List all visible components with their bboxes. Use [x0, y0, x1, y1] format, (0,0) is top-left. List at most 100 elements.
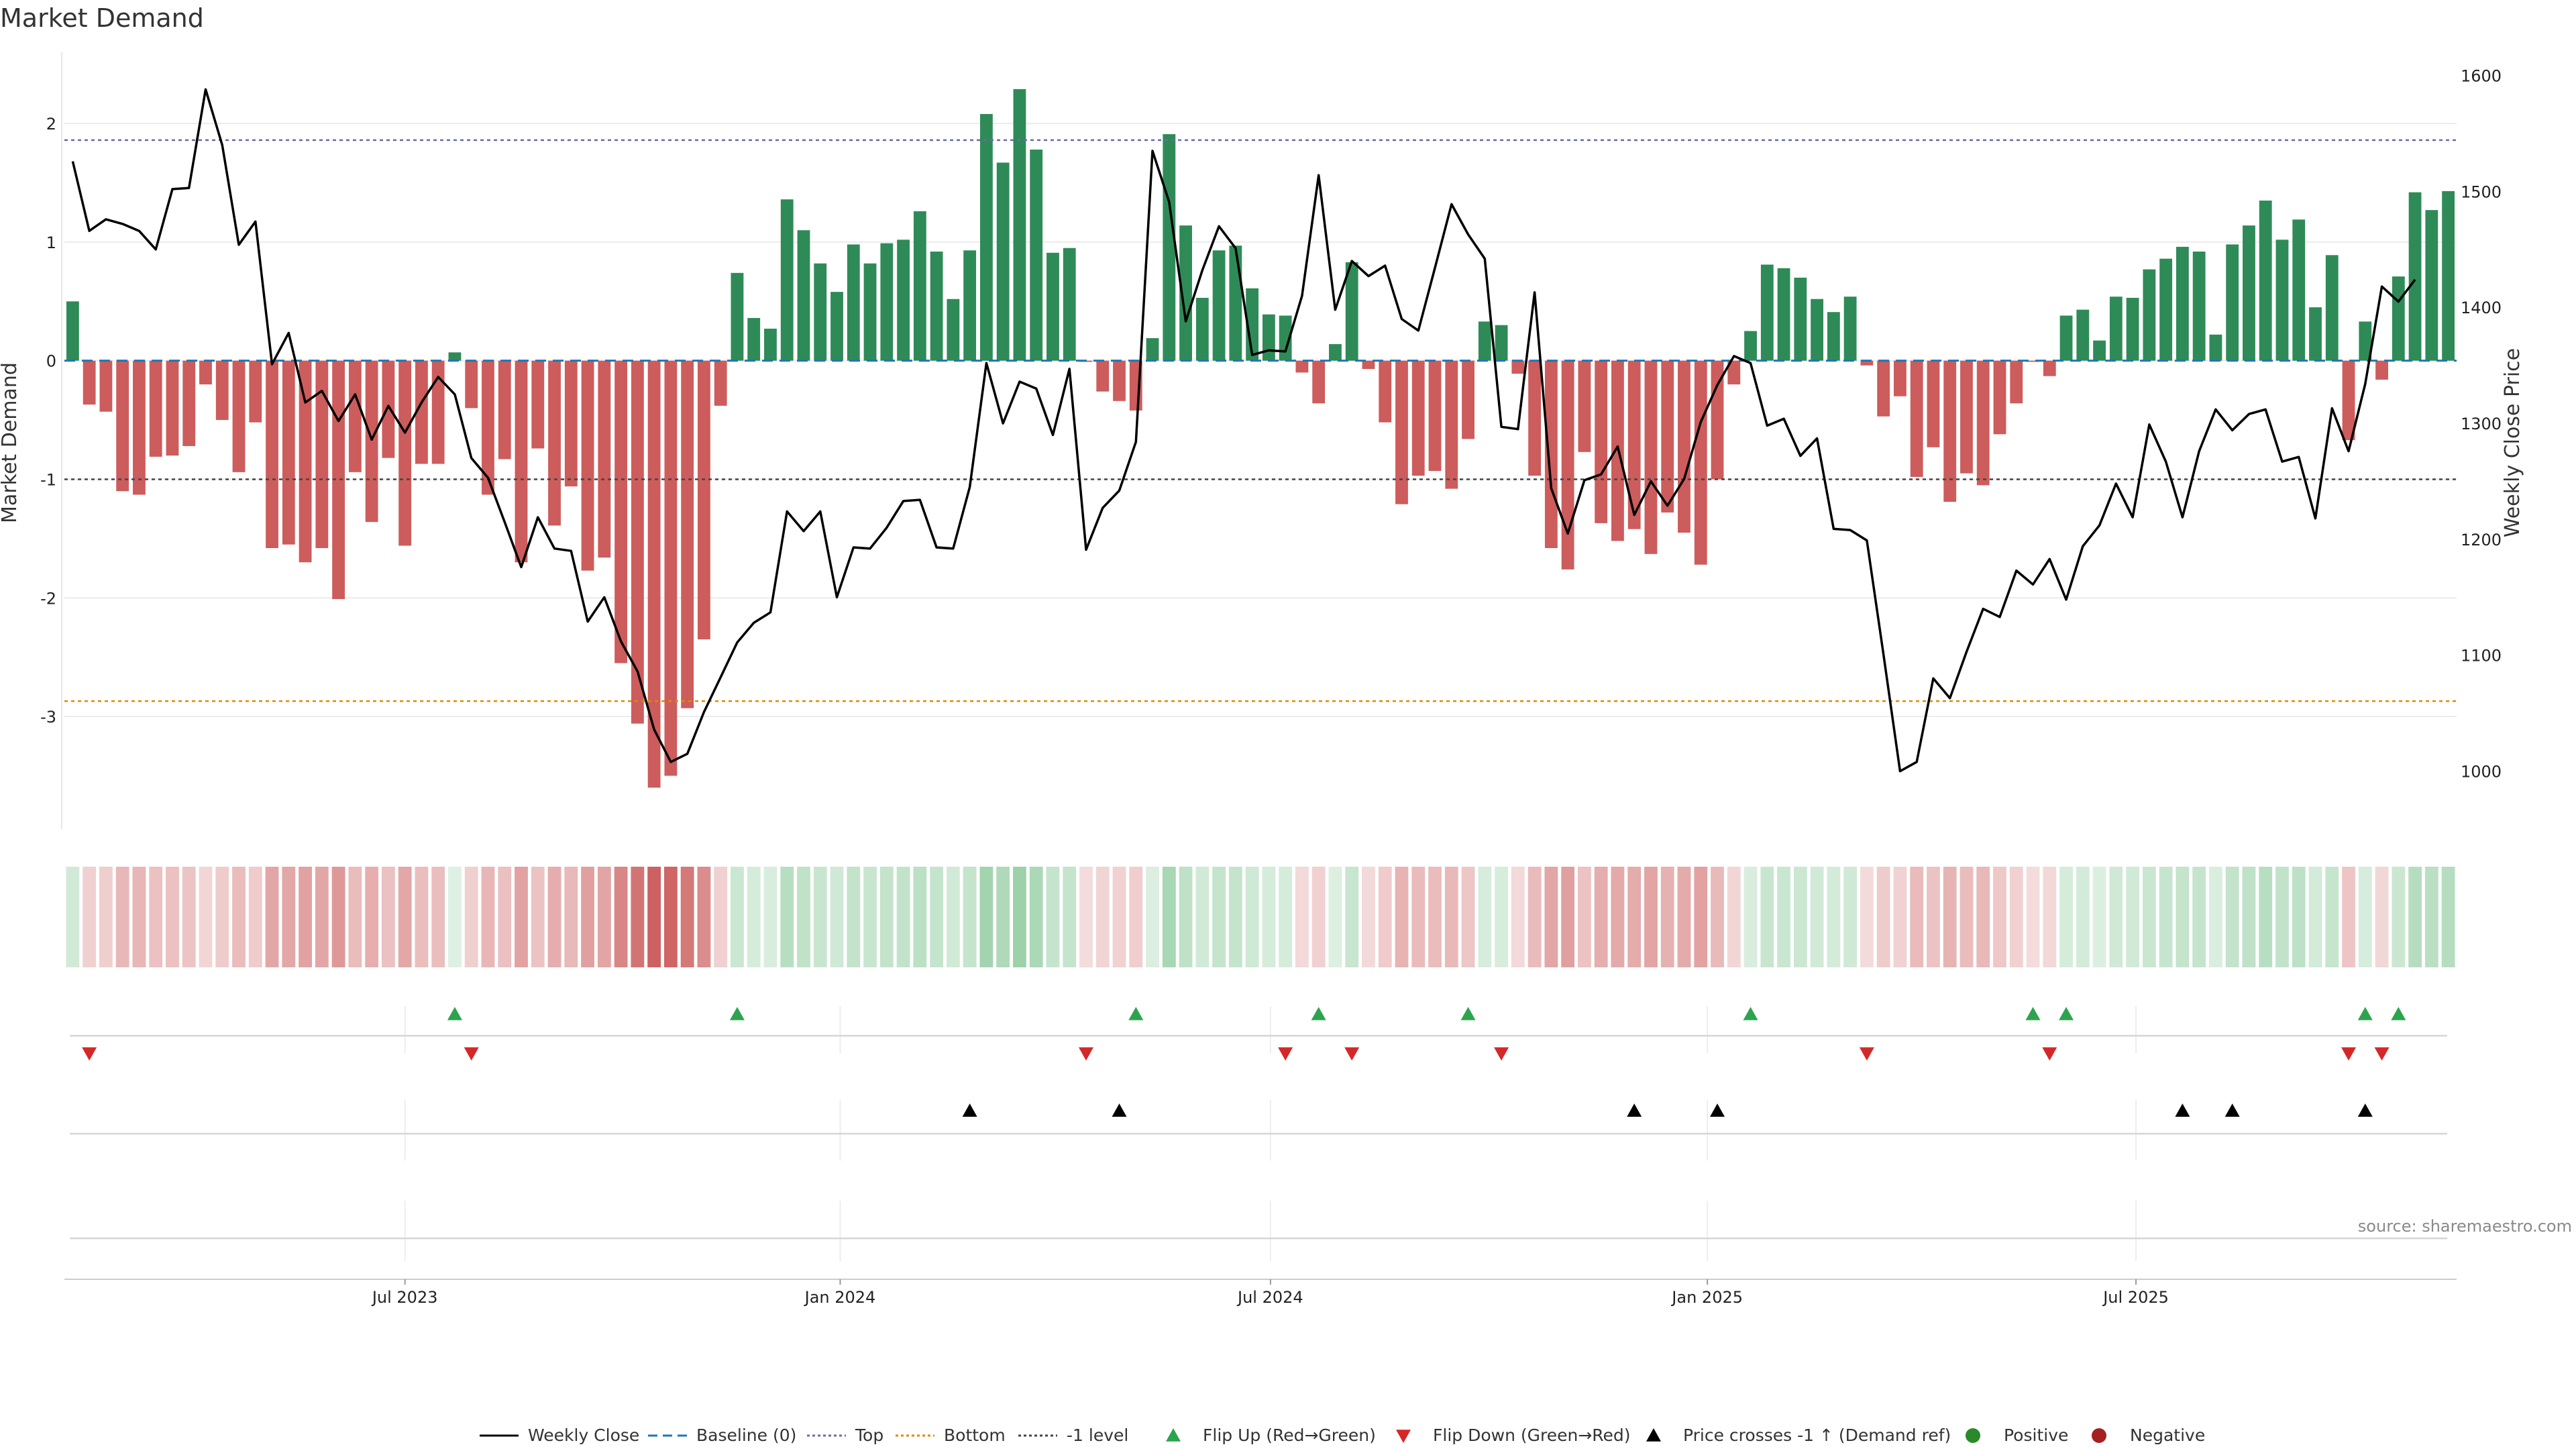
demand-bar — [1411, 360, 1425, 476]
demand-bar — [365, 360, 378, 523]
legend-item: Negative — [2092, 1426, 2205, 1445]
demand-bar — [1661, 360, 1674, 513]
demand-bar — [880, 243, 894, 361]
demand-bar — [215, 360, 229, 421]
heat-cell — [282, 867, 296, 967]
heat-cell — [115, 867, 129, 967]
demand-bar — [1495, 325, 1508, 361]
heat-cell — [2275, 867, 2289, 967]
heat-cell — [1677, 867, 1691, 967]
heat-cell — [1594, 867, 1608, 967]
heat-cell — [1046, 867, 1060, 967]
heat-cell — [1743, 867, 1758, 967]
legend-label: Bottom — [944, 1426, 1006, 1445]
demand-bar — [1462, 360, 1474, 439]
demand-bar — [1246, 288, 1259, 361]
demand-bar — [249, 360, 262, 423]
demand-bar — [564, 360, 578, 487]
demand-bar — [382, 360, 395, 458]
legend-label: Top — [855, 1426, 883, 1445]
demand-bar — [747, 318, 761, 361]
heat-cell — [714, 867, 728, 967]
demand-bar — [847, 244, 860, 361]
demand-bar — [2176, 246, 2189, 361]
heat-cell — [1511, 867, 1525, 967]
y-axis-title: Market Demand — [0, 362, 21, 523]
heat-cell — [830, 867, 844, 967]
heat-cell — [1129, 867, 1143, 967]
source-note: source: sharemaestro.com — [2358, 1217, 2572, 1236]
heat-cell — [2159, 867, 2173, 967]
heat-cell — [1362, 867, 1375, 967]
demand-bar — [99, 360, 113, 412]
demand-bar — [863, 263, 877, 361]
demand-bar — [116, 360, 129, 492]
demand-bar — [1811, 299, 1824, 361]
heat-cell — [2225, 867, 2239, 967]
legend-item: Top — [807, 1426, 883, 1445]
legend-item: -1 level — [1018, 1426, 1128, 1445]
legend-swatch — [1966, 1428, 1980, 1443]
flip-up-marker — [1128, 1007, 1144, 1020]
heat-cell — [1976, 867, 1990, 967]
heat-cell — [1544, 867, 1558, 967]
heat-cell — [1843, 867, 1858, 967]
demand-bar — [2209, 334, 2222, 361]
demand-bar — [66, 301, 79, 361]
price-cross-marker — [2175, 1104, 2190, 1117]
heat-cell — [1295, 867, 1309, 967]
demand-bar — [1627, 360, 1641, 529]
heat-cell — [2392, 867, 2406, 967]
heat-cell — [2424, 867, 2438, 967]
flip-down-marker — [1078, 1047, 1093, 1061]
heat-cell — [930, 867, 944, 967]
demand-bar — [266, 360, 278, 548]
heat-cell — [199, 867, 213, 967]
demand-bar — [282, 360, 295, 545]
flip-down-marker — [2374, 1047, 2390, 1061]
demand-bar — [581, 360, 594, 571]
flip-up-marker — [2391, 1007, 2406, 1020]
heat-cell — [1328, 867, 1342, 967]
heat-cell — [2109, 867, 2123, 967]
heat-cell — [2342, 867, 2355, 967]
demand-bar — [1096, 360, 1110, 392]
demand-bar — [531, 360, 545, 449]
heat-cell — [847, 867, 861, 967]
heat-cell — [166, 867, 179, 967]
demand-bar — [1013, 89, 1026, 361]
heat-cell — [547, 867, 561, 967]
heat-cell — [913, 867, 927, 967]
demand-bar — [681, 360, 694, 708]
demand-bar — [1544, 360, 1558, 548]
heat-cell — [215, 867, 229, 967]
demand-bar — [2259, 200, 2272, 361]
heat-cell — [1611, 867, 1625, 967]
flip-down-marker — [1494, 1047, 1509, 1061]
heat-cell — [1760, 867, 1774, 967]
heat-cell — [1162, 867, 1176, 967]
demand-bar — [1511, 360, 1525, 374]
demand-bar — [697, 360, 710, 640]
heat-cell — [365, 867, 379, 967]
heat-cell — [2176, 867, 2190, 967]
heat-cell — [132, 867, 146, 967]
demand-bar — [83, 360, 96, 405]
heat-cell — [515, 867, 528, 967]
heat-cell — [747, 867, 761, 967]
price-cross-marker — [1112, 1104, 1127, 1117]
demand-bar — [979, 113, 993, 361]
demand-bar — [1794, 277, 1807, 361]
heat-cell — [863, 867, 877, 967]
demand-bar — [299, 360, 312, 563]
y2-tick-label: 1300 — [2461, 415, 2502, 433]
heat-cell — [381, 867, 395, 967]
demand-bar — [1362, 360, 1375, 370]
demand-bar — [2159, 258, 2173, 361]
legend-item: Price crosses -1 ↑ (Demand ref) — [1646, 1426, 1951, 1445]
x-tick-label: Jan 2025 — [1670, 1288, 1743, 1307]
demand-bar — [1561, 360, 1574, 570]
heat-cell — [2192, 867, 2206, 967]
flip-down-marker — [1344, 1047, 1360, 1061]
weekly-close-line — [71, 88, 2416, 773]
